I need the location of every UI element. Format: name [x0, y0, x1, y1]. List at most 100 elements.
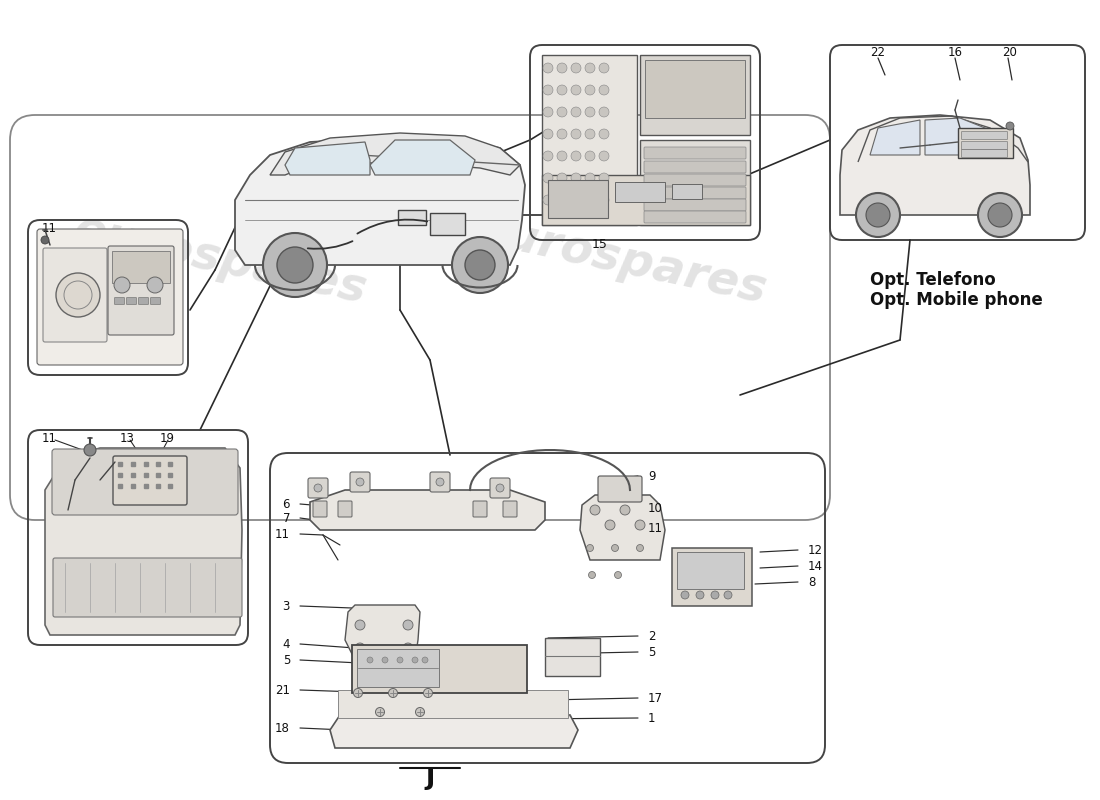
FancyBboxPatch shape [548, 180, 608, 218]
Text: 10: 10 [648, 502, 663, 514]
Circle shape [543, 129, 553, 139]
FancyBboxPatch shape [338, 501, 352, 517]
Text: 2: 2 [648, 630, 656, 642]
Polygon shape [370, 140, 475, 175]
Circle shape [114, 277, 130, 293]
FancyBboxPatch shape [672, 548, 752, 606]
FancyBboxPatch shape [398, 210, 426, 225]
Circle shape [600, 85, 609, 95]
Circle shape [557, 107, 566, 117]
Polygon shape [925, 118, 990, 155]
Text: 9: 9 [648, 470, 656, 482]
FancyBboxPatch shape [961, 131, 1008, 139]
Circle shape [557, 129, 566, 139]
FancyBboxPatch shape [644, 161, 746, 173]
FancyBboxPatch shape [43, 248, 107, 342]
Circle shape [416, 707, 425, 717]
Text: 11: 11 [42, 431, 57, 445]
FancyBboxPatch shape [490, 478, 510, 498]
Circle shape [1006, 122, 1014, 130]
FancyBboxPatch shape [542, 175, 750, 225]
Text: 21: 21 [275, 683, 290, 697]
Polygon shape [330, 715, 578, 748]
Circle shape [356, 478, 364, 486]
Circle shape [41, 236, 50, 244]
Text: 14: 14 [808, 559, 823, 573]
Circle shape [422, 657, 428, 663]
Text: 15: 15 [592, 238, 608, 251]
Circle shape [588, 571, 595, 578]
FancyBboxPatch shape [672, 184, 702, 199]
Text: 8: 8 [808, 575, 815, 589]
Text: Opt. Telefono: Opt. Telefono [870, 271, 996, 289]
Text: J: J [426, 766, 434, 790]
Text: 5: 5 [283, 654, 290, 666]
FancyBboxPatch shape [338, 690, 568, 718]
FancyBboxPatch shape [644, 174, 746, 186]
Text: 12: 12 [808, 543, 823, 557]
Circle shape [465, 250, 495, 280]
FancyBboxPatch shape [352, 645, 527, 693]
Circle shape [277, 247, 313, 283]
Polygon shape [270, 133, 520, 175]
Circle shape [571, 173, 581, 183]
FancyBboxPatch shape [961, 150, 1008, 158]
FancyBboxPatch shape [640, 55, 750, 135]
Circle shape [355, 620, 365, 630]
Polygon shape [870, 120, 920, 155]
Text: 1: 1 [648, 711, 656, 725]
Circle shape [590, 505, 600, 515]
Text: 11: 11 [42, 222, 57, 234]
Circle shape [543, 63, 553, 73]
Text: 3: 3 [283, 599, 290, 613]
FancyBboxPatch shape [113, 456, 187, 505]
FancyBboxPatch shape [644, 211, 746, 223]
Polygon shape [840, 115, 1030, 215]
Circle shape [543, 85, 553, 95]
Text: eurospares: eurospares [470, 207, 771, 313]
FancyBboxPatch shape [640, 140, 750, 225]
FancyBboxPatch shape [350, 472, 370, 492]
FancyBboxPatch shape [503, 501, 517, 517]
Circle shape [403, 620, 412, 630]
FancyBboxPatch shape [961, 142, 1008, 150]
Circle shape [585, 107, 595, 117]
FancyBboxPatch shape [108, 246, 174, 335]
FancyBboxPatch shape [430, 213, 465, 235]
Circle shape [571, 129, 581, 139]
FancyBboxPatch shape [314, 501, 327, 517]
Circle shape [496, 484, 504, 492]
FancyBboxPatch shape [53, 558, 242, 617]
Circle shape [314, 484, 322, 492]
Text: 6: 6 [283, 498, 290, 510]
Text: 4: 4 [283, 638, 290, 650]
Circle shape [600, 173, 609, 183]
Circle shape [696, 591, 704, 599]
FancyBboxPatch shape [615, 182, 666, 202]
Text: Opt. Mobile phone: Opt. Mobile phone [870, 291, 1043, 309]
Circle shape [585, 63, 595, 73]
Text: 7: 7 [283, 511, 290, 525]
Circle shape [355, 643, 365, 653]
Text: 16: 16 [947, 46, 962, 58]
Circle shape [56, 273, 100, 317]
Circle shape [600, 63, 609, 73]
Circle shape [600, 129, 609, 139]
Text: 22: 22 [870, 46, 886, 58]
Circle shape [856, 193, 900, 237]
Circle shape [452, 237, 508, 293]
Circle shape [412, 657, 418, 663]
Circle shape [557, 63, 566, 73]
FancyBboxPatch shape [139, 298, 148, 305]
Circle shape [403, 643, 412, 653]
FancyBboxPatch shape [542, 55, 637, 225]
Text: eurospares: eurospares [69, 207, 371, 313]
Circle shape [557, 173, 566, 183]
FancyBboxPatch shape [544, 638, 600, 676]
FancyBboxPatch shape [958, 128, 1013, 158]
FancyBboxPatch shape [473, 501, 487, 517]
Circle shape [543, 173, 553, 183]
FancyBboxPatch shape [645, 60, 745, 118]
Circle shape [436, 478, 444, 486]
FancyBboxPatch shape [598, 476, 642, 502]
